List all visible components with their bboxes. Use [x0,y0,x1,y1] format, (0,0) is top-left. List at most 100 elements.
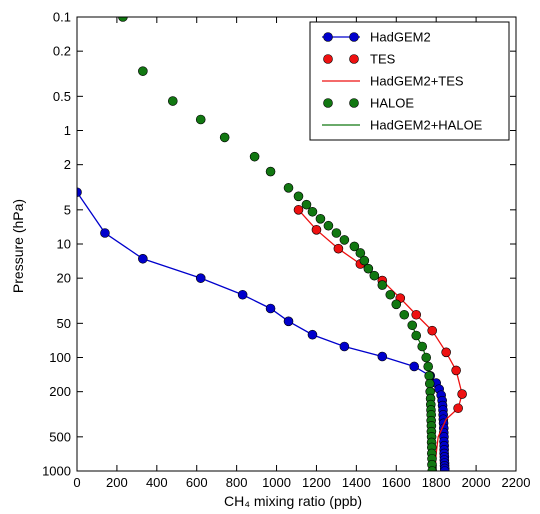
data-point [377,351,388,362]
data-point [457,389,467,399]
legend-entry: HadGEM2+TES [322,74,464,89]
series-line [298,209,463,471]
data-point [407,320,418,331]
x-tick-label: 1400 [342,475,371,490]
data-point [293,205,304,215]
legend: HadGEM2 TES HadGEM2+TES HALOE HadGEM2+HALOE [309,21,510,141]
legend-entry: HadGEM2+HALOE [322,118,483,133]
data-point [118,17,128,22]
y-tick-label: 50 [57,316,71,331]
data-point [265,303,276,314]
data-point [283,316,294,327]
y-tick-label: 2 [64,157,71,172]
data-point [195,114,206,125]
data-point [138,66,148,76]
data-point [265,166,276,177]
legend-label: HadGEM2 [370,30,431,45]
legend-swatch-marker [349,54,359,64]
series-line [77,191,446,471]
data-point [451,365,461,376]
data-point [307,206,318,217]
data-point [427,325,437,336]
data-point [359,255,370,266]
data-point [138,253,148,264]
legend-swatch-marker [349,32,359,42]
data-point [411,330,422,341]
data-point [439,466,450,471]
legend-label: HadGEM2+HALOE [370,118,483,133]
data-point [311,225,322,235]
data-point [441,347,451,358]
data-point [77,187,82,198]
legend-swatch-marker [349,98,359,108]
x-tick-label: 200 [106,475,128,490]
data-point [167,96,178,106]
data-point [427,466,437,471]
data-point [355,248,366,258]
data-point [399,309,410,320]
legend-entry: HALOE [323,96,414,111]
y-tick-label: 0.5 [53,89,71,104]
y-tick-label: 20 [57,271,71,286]
y-tick-label: 0.2 [53,44,71,59]
series-haloe [118,17,437,471]
series-layer [77,17,467,471]
legend-swatch-marker [323,32,333,42]
y-tick-label: 1 [64,123,71,138]
y-axis-title: Pressure (hPa) [10,199,26,293]
data-point [249,151,260,162]
x-tick-label: 2200 [502,475,531,490]
data-point [315,214,326,224]
data-point [339,341,350,352]
y-tick-label: 100 [49,350,71,365]
legend-label: HadGEM2+TES [370,74,464,89]
x-tick-label: 600 [186,475,208,490]
plot-frame [76,16,517,472]
y-tick-label: 0.1 [53,10,71,25]
series-hadgem2-tes [298,209,463,471]
y-tick-label: 500 [49,429,71,444]
data-point [424,378,435,389]
y-tick-label: 10 [57,237,71,252]
data-point [331,228,342,238]
x-tick-label: 0 [73,475,80,490]
x-tick-label: 1200 [302,475,331,490]
data-point [100,228,110,238]
legend-entry: TES [323,52,396,67]
x-tick-label: 1600 [382,475,411,490]
x-tick-label: 1000 [262,475,291,490]
x-tick-label: 2000 [462,475,491,490]
data-point [307,329,318,340]
x-tick-label: 400 [146,475,168,490]
data-point [409,361,420,372]
y-tick-label: 200 [49,384,71,399]
data-point [237,289,248,300]
data-point [391,299,402,310]
data-point [301,199,312,210]
data-point [333,243,344,254]
data-point [369,270,380,281]
data-point [411,309,422,320]
data-point [219,132,230,143]
data-point [349,241,360,252]
data-point [421,352,432,363]
y-tick-label: 1000 [42,464,71,479]
x-tick-label: 800 [226,475,248,490]
data-point [339,235,350,245]
data-point [417,341,428,352]
series-tes [293,205,467,414]
legend-label: TES [370,52,396,67]
series-hadgem2 [77,187,450,471]
data-point [377,280,388,290]
data-point [293,191,304,202]
ticks-layer: 0 200 400 600 800 1000 1200 1400 1600 1800 2000 220… [42,10,530,491]
data-point [283,183,294,193]
data-point [423,361,434,372]
legend-swatch-marker [323,54,333,64]
x-tick-label: 1800 [422,475,451,490]
y-tick-label: 5 [64,202,71,217]
data-point [363,263,374,274]
x-axis-title: CH₄ mixing ratio (ppb) [224,493,362,509]
legend-swatch-marker [323,98,333,108]
